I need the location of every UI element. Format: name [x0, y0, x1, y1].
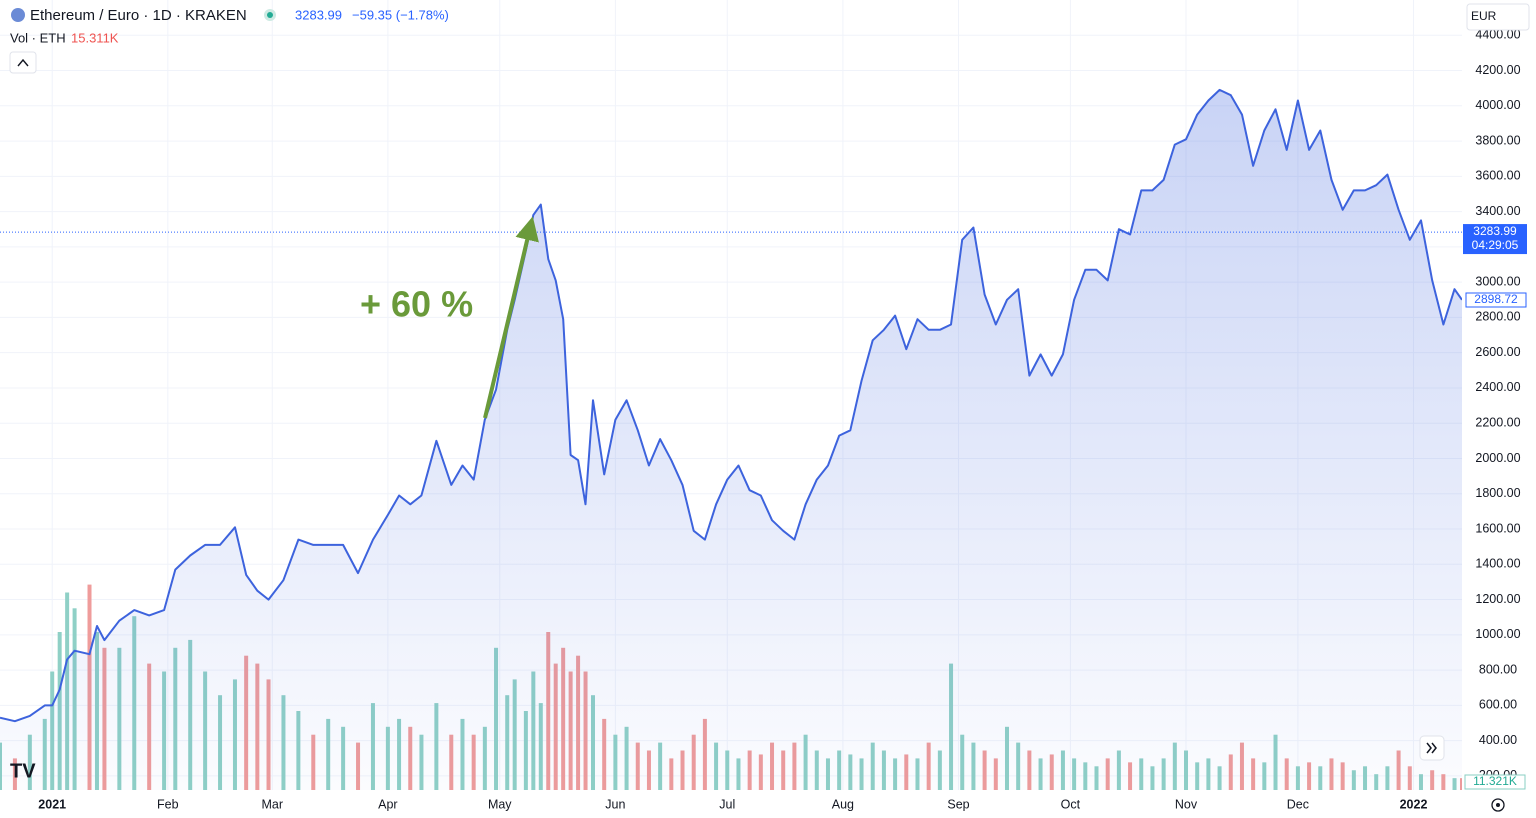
y-tick-label: 2200.00 [1475, 416, 1520, 430]
countdown: 04:29:05 [1472, 238, 1519, 252]
y-tick-label: 3400.00 [1475, 204, 1520, 218]
volume-last: 15.311K [71, 30, 119, 45]
y-tick-label: 2400.00 [1475, 380, 1520, 394]
x-tick-label: Apr [378, 797, 397, 811]
x-tick-label: Dec [1287, 797, 1309, 811]
x-tick-label: Nov [1175, 797, 1198, 811]
x-tick-label: 2022 [1400, 797, 1428, 811]
y-tick-label: 4200.00 [1475, 63, 1520, 77]
y-tick-label: 1800.00 [1475, 486, 1520, 500]
y-tick-label: 3600.00 [1475, 169, 1520, 183]
y-tick-label: 1600.00 [1475, 521, 1520, 535]
y-tick-label: 2600.00 [1475, 345, 1520, 359]
y-tick-label: 1000.00 [1475, 627, 1520, 641]
volume-label: Vol · ETH [10, 30, 66, 45]
y-tick-label: 3000.00 [1475, 274, 1520, 288]
status-dot-core [267, 12, 273, 18]
annotation: + 60 % [360, 284, 473, 325]
y-tick-label: 1400.00 [1475, 557, 1520, 571]
close-tag [1465, 292, 1527, 308]
x-tick-label: Oct [1061, 797, 1081, 811]
last-price: 3283.99 [295, 7, 342, 22]
collapse-icon [17, 58, 29, 67]
y-tick-label: 4400.00 [1475, 28, 1520, 42]
x-tick-label: Jul [719, 797, 735, 811]
scroll-button[interactable] [1419, 735, 1445, 761]
x-tick-label: Aug [832, 797, 854, 811]
last-price-tag [1463, 224, 1527, 255]
symbol-logo [11, 8, 25, 22]
y-tick-label: 4000.00 [1475, 98, 1520, 112]
x-tick-label: Sep [947, 797, 969, 811]
tv-logo: TV [10, 760, 36, 782]
annotation-arrow [483, 216, 539, 419]
close-tag-label: 2898.72 [1474, 292, 1518, 306]
x-tick-label: Jun [605, 797, 625, 811]
price-area [0, 89, 1462, 790]
price-line [0, 88, 1463, 723]
x-tick-label: 2021 [38, 797, 66, 811]
price-axis [1462, 0, 1536, 818]
volume-tag-label: 11.321K [1473, 774, 1517, 788]
x-tick-label: May [488, 797, 512, 811]
volume-tag [1464, 774, 1526, 790]
collapse-button[interactable] [9, 51, 37, 74]
x-tick-label: Feb [157, 797, 179, 811]
currency: EUR [1471, 9, 1497, 23]
y-tick-label: 400.00 [1479, 733, 1517, 747]
y-tick-label: 1200.00 [1475, 592, 1520, 606]
currency-button[interactable] [1466, 3, 1530, 31]
y-tick-label: 2000.00 [1475, 451, 1520, 465]
symbol-title: Ethereum / Euro · 1D · KRAKEN [30, 7, 247, 24]
settings-icon [1496, 803, 1500, 807]
scroll-icon [1426, 742, 1437, 754]
y-tick-label: 600.00 [1479, 698, 1517, 712]
y-tick-label: 800.00 [1479, 662, 1517, 676]
price-change: −59.35 (−1.78%) [352, 7, 449, 22]
settings-button[interactable] [1491, 798, 1505, 812]
y-tick-label: 3800.00 [1475, 133, 1520, 147]
last-price-tag-label: 3283.99 [1473, 224, 1517, 238]
x-tick-label: Mar [261, 797, 283, 811]
y-tick-label: 2800.00 [1475, 310, 1520, 324]
